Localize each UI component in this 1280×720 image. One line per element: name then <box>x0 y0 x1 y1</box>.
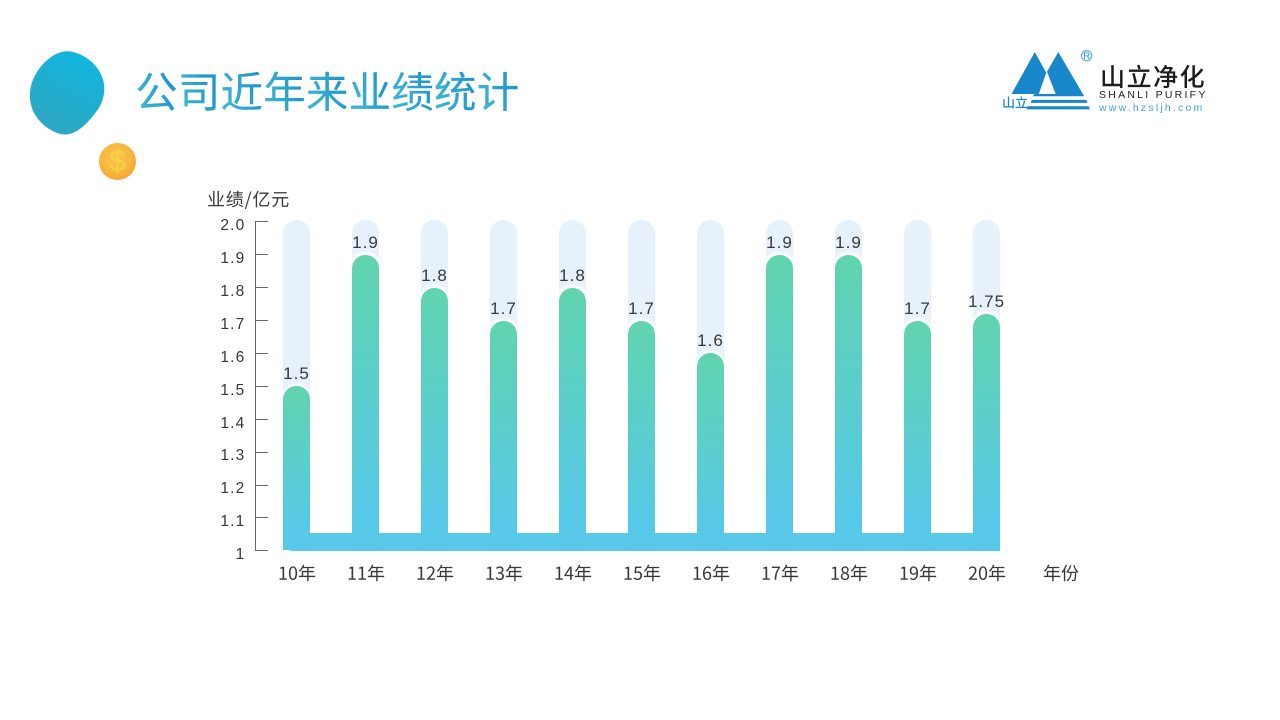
svg-text:R: R <box>1083 51 1090 62</box>
